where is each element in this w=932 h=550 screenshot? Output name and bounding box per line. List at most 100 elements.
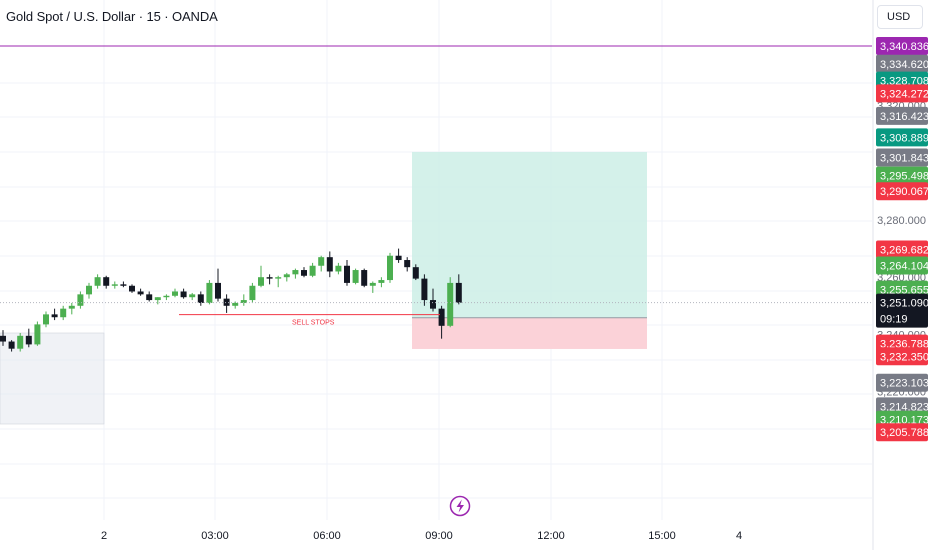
candle-body[interactable] <box>223 298 230 306</box>
price-tag[interactable]: 3,251.090 09:19 <box>876 293 929 328</box>
candle-body[interactable] <box>249 285 256 301</box>
candle[interactable] <box>292 268 299 279</box>
candle[interactable] <box>129 284 135 293</box>
candle[interactable] <box>34 321 41 346</box>
candle-body[interactable] <box>318 257 325 266</box>
candle[interactable] <box>146 291 153 302</box>
candle-body[interactable] <box>163 295 170 298</box>
candle-body[interactable] <box>25 335 32 345</box>
lightning-icon[interactable] <box>449 495 471 517</box>
candle[interactable] <box>43 311 49 328</box>
candle-body[interactable] <box>51 314 58 318</box>
candle-body[interactable] <box>154 297 161 301</box>
candle-body[interactable] <box>120 284 127 286</box>
candle-body[interactable] <box>103 277 110 286</box>
candle[interactable] <box>344 260 350 286</box>
candle-body[interactable] <box>421 278 428 301</box>
candle-body[interactable] <box>94 277 101 286</box>
candle-body[interactable] <box>430 300 436 309</box>
candle[interactable] <box>111 281 118 289</box>
candle[interactable] <box>103 275 110 289</box>
candle[interactable] <box>86 282 92 299</box>
price-tag[interactable]: 3,308.889 <box>876 128 929 147</box>
candle-body[interactable] <box>8 341 15 349</box>
candle-body[interactable] <box>215 282 221 299</box>
candle-body[interactable] <box>326 257 333 272</box>
candle-body[interactable] <box>369 282 376 286</box>
candle-body[interactable] <box>292 270 299 275</box>
candle-body[interactable] <box>258 277 264 286</box>
price-tag[interactable]: 3,301.843 <box>876 148 929 167</box>
candle-body[interactable] <box>111 284 118 286</box>
candle-body[interactable] <box>412 267 419 279</box>
candle-body[interactable] <box>189 294 196 298</box>
candle[interactable] <box>60 305 67 321</box>
candle-body[interactable] <box>77 294 84 306</box>
candle-body[interactable] <box>34 324 41 345</box>
candle[interactable] <box>335 262 342 275</box>
candle[interactable] <box>249 282 256 303</box>
candle[interactable] <box>352 268 359 285</box>
candle-body[interactable] <box>361 270 368 286</box>
candle-body[interactable] <box>232 302 239 306</box>
candle-body[interactable] <box>283 274 290 278</box>
candle-body[interactable] <box>172 291 178 296</box>
candle[interactable] <box>412 264 419 281</box>
candle-body[interactable] <box>68 305 75 309</box>
candle[interactable] <box>404 257 411 272</box>
candle[interactable] <box>430 288 436 312</box>
candle[interactable] <box>283 272 290 282</box>
candle-body[interactable] <box>240 300 247 303</box>
candle-body[interactable] <box>447 282 454 326</box>
candle-body[interactable] <box>438 308 445 326</box>
candle-body[interactable] <box>266 277 273 279</box>
candle[interactable] <box>361 268 368 288</box>
candle-body[interactable] <box>335 265 342 272</box>
candle[interactable] <box>232 301 239 309</box>
candle-body[interactable] <box>137 291 144 295</box>
candle[interactable] <box>326 251 333 278</box>
time-axis[interactable]: 2 03:00 06:00 09:00 12:00 15:00 4 <box>101 530 742 542</box>
price-tag[interactable]: 3,316.423 <box>876 106 929 125</box>
candle[interactable] <box>197 291 204 306</box>
candle-body[interactable] <box>275 277 282 279</box>
candle[interactable] <box>77 291 84 309</box>
candle[interactable] <box>51 308 58 321</box>
candle[interactable] <box>301 267 307 278</box>
candle[interactable] <box>68 302 75 315</box>
candle[interactable] <box>387 252 393 283</box>
candle[interactable] <box>421 274 428 306</box>
candle[interactable] <box>266 274 273 285</box>
price-tag[interactable]: 3,295.498 <box>876 166 929 185</box>
candle-body[interactable] <box>197 294 204 303</box>
candle-body[interactable] <box>344 265 350 283</box>
price-tag[interactable]: 3,290.067 <box>876 182 929 201</box>
candle[interactable] <box>275 275 282 288</box>
candle-body[interactable] <box>404 260 411 268</box>
candle[interactable] <box>137 288 144 296</box>
candle[interactable] <box>240 294 247 306</box>
candle[interactable] <box>154 297 161 305</box>
price-tag[interactable]: 3,232.350 <box>876 347 929 366</box>
price-tag[interactable]: 3,340.836 <box>876 37 929 55</box>
candle[interactable] <box>120 281 127 288</box>
candle[interactable] <box>163 294 170 301</box>
price-tag[interactable]: 3,205.788 <box>876 423 929 442</box>
candle-body[interactable] <box>86 285 92 295</box>
candle[interactable] <box>395 248 402 263</box>
candle[interactable] <box>309 262 316 278</box>
candle-body[interactable] <box>455 282 462 303</box>
currency-button[interactable]: USD <box>877 5 923 29</box>
price-tag[interactable]: 3,223.103 <box>876 373 929 392</box>
candle-body[interactable] <box>352 270 359 283</box>
price-axis[interactable]: 3,320.0003,280.0003,260.0003,240.0003,22… <box>872 0 929 550</box>
candle[interactable] <box>17 332 24 352</box>
candle[interactable] <box>189 292 196 301</box>
candle-body[interactable] <box>129 285 135 292</box>
candle-body[interactable] <box>0 335 6 342</box>
candle[interactable] <box>94 274 101 289</box>
candle[interactable] <box>180 288 187 299</box>
price-tag[interactable]: 3,324.272 <box>876 84 929 103</box>
candle[interactable] <box>378 277 385 288</box>
